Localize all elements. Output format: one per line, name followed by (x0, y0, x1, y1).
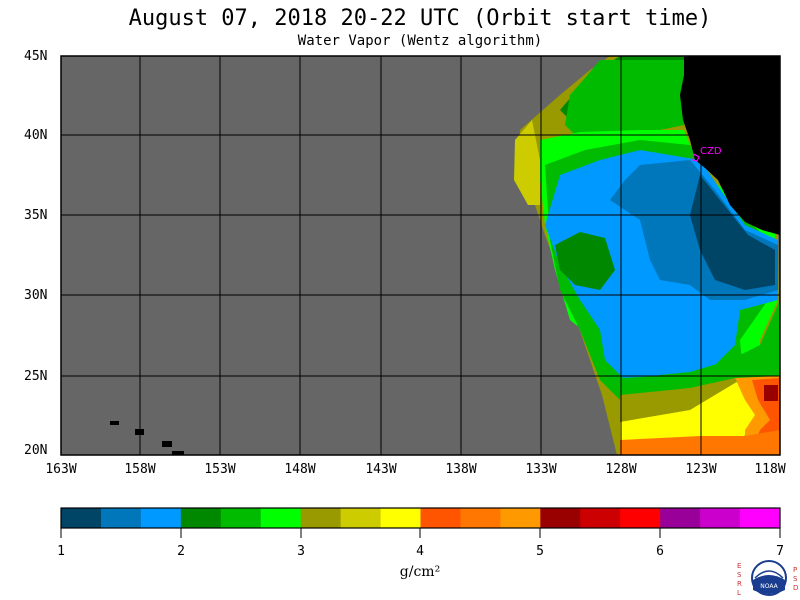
noaa-emblem-icon: NOAA (751, 560, 787, 596)
station-label: CZD (700, 146, 722, 157)
lon-label-133w: 133W (525, 462, 557, 477)
colorbar-swatch (340, 508, 382, 528)
map-subtitle: Water Vapor (Wentz algorithm) (297, 33, 543, 49)
colorbar-tick-3: 3 (297, 544, 305, 559)
colorbar (61, 508, 781, 528)
lon-label-143w: 143W (365, 462, 397, 477)
swath-band-lime-north (565, 60, 684, 140)
colorbar-tick-1: 1 (57, 544, 65, 559)
colorbar-swatch (620, 508, 661, 528)
logo-right-text: PSD (793, 566, 799, 592)
swath-band-green-south (620, 300, 780, 410)
lat-label-45n: 45N (24, 49, 48, 64)
swath-band-yellow-south (620, 378, 780, 445)
colorbar-ticks (60, 528, 781, 538)
colorbar-swatch (61, 508, 102, 528)
lon-label-138w: 138W (445, 462, 477, 477)
lat-label-25n: 25N (24, 369, 48, 384)
colorbar-tick-4: 4 (416, 544, 424, 559)
colorbar-tick-5: 5 (536, 544, 544, 559)
island-hawaii (172, 451, 184, 455)
lon-label-158w: 158W (124, 462, 156, 477)
map-title: August 07, 2018 20-22 UTC (Orbit start t… (128, 6, 712, 31)
colorbar-swatch (300, 508, 342, 528)
colorbar-tick-6: 6 (656, 544, 664, 559)
lon-label-153w: 153W (204, 462, 236, 477)
colorbar-swatch (220, 508, 262, 528)
colorbar-swatch (700, 508, 741, 528)
swath-band-orange-south (620, 430, 780, 455)
swath-band-maroon (764, 385, 778, 401)
colorbar-swatch (140, 508, 182, 528)
colorbar-unit: g/cm² (399, 564, 441, 580)
swath-band-navy (690, 175, 775, 290)
colorbar-swatch (380, 508, 421, 528)
colorbar-tick-2: 2 (177, 544, 185, 559)
lat-label-35n: 35N (24, 208, 48, 223)
map-frame (60, 55, 781, 456)
lat-label-30n: 30N (24, 288, 48, 303)
lon-label-118w: 118W (754, 462, 786, 477)
island-kauai (110, 421, 119, 425)
coast-land (680, 56, 780, 235)
colorbar-tick-7: 7 (776, 544, 784, 559)
noaa-esrl-logo: ESRL NOAA PSD (735, 556, 800, 600)
island-maui (162, 441, 172, 447)
colorbar-swatch (260, 508, 302, 528)
lat-label-20n: 20N (24, 443, 48, 458)
colorbar-swatch (460, 508, 501, 528)
station-marker-icon (692, 153, 700, 162)
lat-label-40n: 40N (24, 128, 48, 143)
lon-label-123w: 123W (685, 462, 717, 477)
colorbar-swatch (580, 508, 621, 528)
logo-center-text: NOAA (760, 583, 778, 590)
swath-band-yellow-edge (514, 120, 540, 205)
swath-band-green-patch (555, 232, 615, 290)
colorbar-swatch (540, 508, 581, 528)
colorbar-swatch (740, 508, 781, 528)
map-grid (61, 56, 780, 455)
colorbar-swatch (420, 508, 461, 528)
colorbar-swatch (500, 508, 541, 528)
logo-left-text: ESRL (737, 562, 742, 597)
lon-label-128w: 128W (605, 462, 637, 477)
lon-label-148w: 148W (284, 462, 316, 477)
colorbar-swatch (100, 508, 142, 528)
colorbar-swatch (180, 508, 222, 528)
lon-label-163w: 163W (45, 462, 77, 477)
colorbar-swatch (660, 508, 701, 528)
